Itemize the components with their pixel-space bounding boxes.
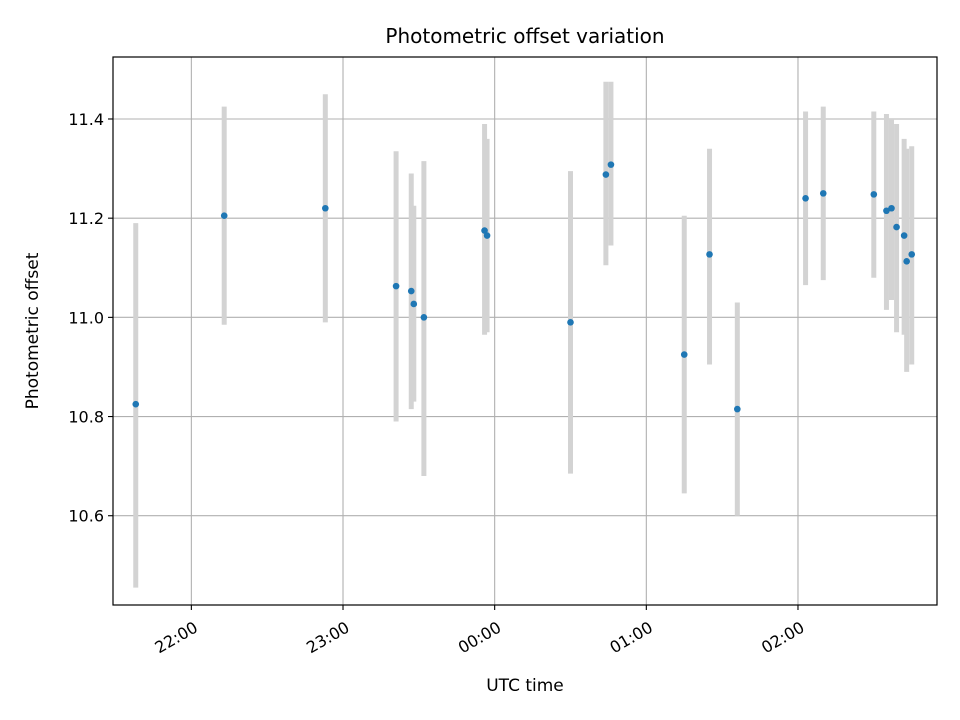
data-point xyxy=(883,207,890,215)
data-point xyxy=(483,232,491,239)
data-point xyxy=(220,212,228,219)
data-point xyxy=(888,204,895,212)
data-point xyxy=(407,287,415,295)
data-point xyxy=(420,314,428,321)
x-tick-label: 00:00 xyxy=(455,618,504,658)
data-point xyxy=(680,351,688,358)
data-point xyxy=(908,251,916,258)
x-tick-label: 02:00 xyxy=(758,618,807,658)
error-bars xyxy=(133,81,915,588)
data-point xyxy=(903,258,910,265)
y-tick-label: 10.8 xyxy=(68,408,104,427)
plot-frame xyxy=(112,56,938,606)
x-axis-ticks: 22:00 23:00 00:00 01:00 02:00 xyxy=(152,605,808,657)
x-tick-label: 22:00 xyxy=(152,618,201,658)
data-point xyxy=(893,223,900,231)
data-point xyxy=(132,400,140,408)
data-point xyxy=(706,251,713,258)
data-point xyxy=(900,232,908,239)
data-point xyxy=(819,190,827,197)
y-tick-label: 11.0 xyxy=(68,308,104,327)
y-axis-ticks: 10.6 10.8 11.0 11.2 11.4 xyxy=(68,110,113,526)
data-point xyxy=(567,319,574,326)
data-point xyxy=(392,282,400,290)
chart-title: Photometric offset variation xyxy=(385,24,664,48)
data-point xyxy=(322,204,329,212)
data-point xyxy=(410,300,418,308)
y-tick-label: 11.2 xyxy=(68,209,104,228)
x-tick-label: 23:00 xyxy=(303,618,352,658)
y-axis-label: Photometric offset xyxy=(23,252,43,409)
x-tick-label: 01:00 xyxy=(606,618,655,658)
grid xyxy=(113,57,937,605)
y-tick-label: 10.6 xyxy=(68,507,104,526)
data-point xyxy=(802,195,809,202)
data-point xyxy=(870,191,878,198)
data-point xyxy=(734,405,741,413)
x-axis-label: UTC time xyxy=(486,676,564,696)
data-point xyxy=(607,161,615,168)
data-point xyxy=(481,227,488,234)
y-tick-label: 11.4 xyxy=(68,110,104,129)
data-points xyxy=(132,161,916,413)
data-point xyxy=(602,171,610,178)
